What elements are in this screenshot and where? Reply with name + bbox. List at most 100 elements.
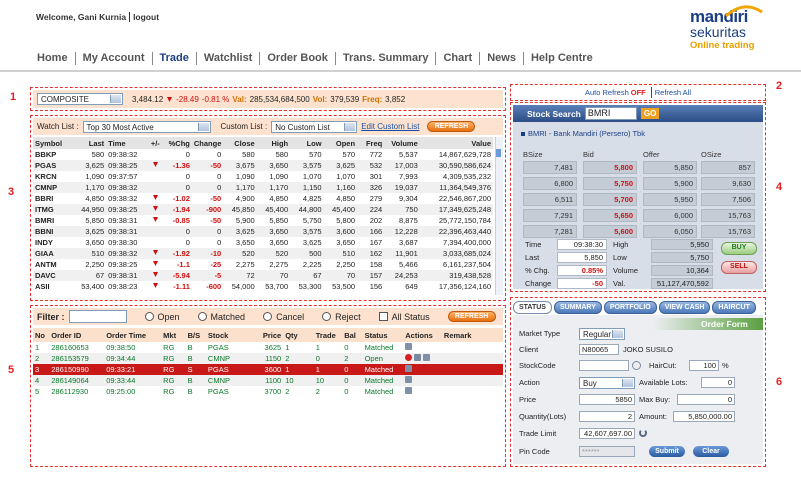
value-cell: 44,800 [298,205,322,214]
sell-button[interactable]: SELL [721,261,757,274]
nav-item[interactable]: Home [37,52,68,64]
book-cell: 7,291 [523,209,577,222]
value-cell: 3,625 [235,227,255,236]
nav-item[interactable]: News [479,52,523,65]
action-icon[interactable] [423,354,431,361]
field-input[interactable]: 2 [579,411,635,422]
column-header: No [35,330,45,340]
column-header: %Chg [168,138,190,148]
value-cell: 5,850 [85,216,105,225]
down-arrow [152,261,158,266]
nav-item[interactable]: Chart [435,52,479,65]
logout-link[interactable]: logout [129,12,159,22]
go-button[interactable]: GO [640,108,660,119]
book-cell: 7,281 [523,225,577,238]
value-cell: 157 [369,271,383,280]
field-input[interactable]: 0 [677,394,735,405]
book-cell: 5,700 [583,193,637,206]
value-cell: 4,850 [269,194,289,203]
order-cell: 3625 [264,343,282,352]
value-cell: 4,825 [302,194,322,203]
tab[interactable]: STATUS [513,301,552,314]
value-cell: 11,364,549,376 [439,183,491,192]
order-cell: 2 [315,387,320,396]
book-cell: 5,650 [583,209,637,222]
nav-item[interactable]: Help Centre [522,52,600,65]
nav-item[interactable]: Order Book [259,52,335,65]
value-cell: 3,675 [235,161,255,170]
filter-input[interactable] [68,310,127,323]
tab[interactable]: SUMMARY [553,301,602,314]
index-panel-inner: COMPOSITE 3,484.12 -28.49 -0.81 % Val: 285,53… [33,90,503,108]
edit-custom-link[interactable]: Edit Custom List [361,122,420,131]
tab[interactable]: HAIRCUT [712,301,756,314]
field-input[interactable]: 5850 [579,394,635,405]
custom-select[interactable]: No Custom List [271,120,358,133]
auto-refresh-state[interactable]: OFF [630,88,646,97]
buy-button[interactable]: BUY [721,242,757,255]
action-select[interactable]: Buy [579,377,635,389]
field-input[interactable]: 5,850,000.00 [673,411,735,422]
book-cell: 7,481 [523,161,577,174]
column-header: Symbol [35,138,63,148]
form-tabs: STATUS SUMMARY PORTFOLIO VIEW CASH HAIRCUT [513,300,763,315]
field-input[interactable]: 0 [701,377,735,388]
order-cell: 09:33:44 [106,376,136,385]
value-cell: 3,650 [269,227,289,236]
value-cell: 09:38:31 [108,271,138,280]
order-cell: Matched [364,376,394,385]
submit-button[interactable]: Submit [649,446,685,457]
radio[interactable] [197,312,207,321]
order-cell: 09:34:44 [106,354,136,363]
field-input[interactable]: 100 [689,360,719,371]
radio[interactable] [322,312,332,321]
field-input[interactable]: 42,607,697.00 [579,428,635,439]
order-row: 5 286112930 09:25:00 RG B PGAS 3700 2 2 0 Matched [33,386,503,397]
field-label: Trade Limit [519,429,557,438]
checkbox[interactable] [378,312,388,321]
refresh-all-link[interactable]: Refresh All [650,87,691,98]
clear-button[interactable]: Clear [693,446,729,457]
book-cell: 9,630 [701,177,755,190]
nav-item[interactable]: Watchlist [195,52,260,65]
order-cell: 286150990 [51,365,89,374]
value-cell: -5.94 [172,271,190,280]
field-label: Quantity(Lots) [519,412,567,421]
order-cell: 09:25:00 [106,387,136,396]
nav-item[interactable]: Trade [151,52,196,65]
action-icon[interactable] [405,354,413,361]
watch-select[interactable]: Top 30 Most Active [82,120,211,133]
value-cell: -1.02 [172,194,190,203]
field-input[interactable]: N80065 [579,344,619,355]
orders-refresh-button[interactable]: REFRESH [447,311,496,322]
watch-row: GIAA 510 09:38:32 -1.92 -10 520 520 500 510 162 11… [33,248,493,259]
tab[interactable]: PORTFOLIO [603,301,657,314]
order-form-panel-inner: STATUS SUMMARY PORTFOLIO VIEW CASH HAIRCUT Or… [513,300,763,464]
field-input[interactable]: ****** [579,446,635,457]
trend-cell [148,226,163,237]
refresh-icon[interactable] [639,429,647,437]
search-input[interactable]: BMRI [584,107,637,120]
value-cell: 3,625 [336,161,356,170]
radio[interactable] [144,312,154,321]
value-cell: 570 [309,150,322,159]
action-icon[interactable] [405,343,413,350]
field-label: StockCode [519,361,556,370]
watch-row: ASII 53,400 09:38:23 -1.11 -600 54,000 53,700 5… [33,281,493,292]
column-header: Remark [443,330,472,340]
action-icon[interactable] [405,365,413,372]
index-select[interactable]: COMPOSITE [37,93,123,105]
action-icon[interactable] [405,376,413,383]
market-type-select[interactable]: Regular [579,328,625,340]
nav-item[interactable]: My Account [74,52,152,65]
tab[interactable]: VIEW CASH [658,301,711,314]
radio[interactable] [263,312,273,321]
action-icon[interactable] [405,387,413,394]
action-icon[interactable] [414,354,422,361]
value-cell: 11,901 [395,249,418,258]
value-cell: 0 [217,150,222,159]
nav-item[interactable]: Trans. Summary [334,52,436,65]
refresh-button[interactable]: REFRESH [427,121,476,132]
field-input[interactable] [579,360,629,371]
